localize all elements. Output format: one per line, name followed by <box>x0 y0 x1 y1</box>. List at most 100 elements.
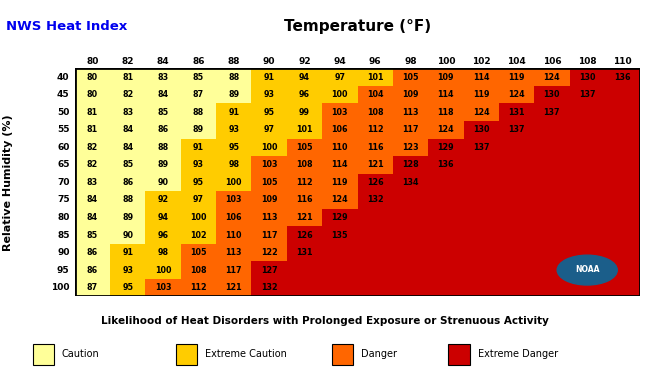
Text: 88: 88 <box>193 108 204 117</box>
Bar <box>110 244 146 261</box>
Text: 121: 121 <box>367 160 384 169</box>
Bar <box>499 279 534 296</box>
Bar <box>75 174 110 191</box>
Bar <box>181 226 216 244</box>
Text: 109: 109 <box>437 73 454 82</box>
Bar <box>393 174 428 191</box>
Bar <box>605 68 640 86</box>
Bar <box>252 121 287 139</box>
Bar <box>428 209 463 226</box>
Bar <box>75 139 110 156</box>
Text: 100: 100 <box>155 266 172 275</box>
Text: 93: 93 <box>228 125 239 134</box>
Text: 90: 90 <box>122 231 133 239</box>
Text: 82: 82 <box>122 90 133 99</box>
Text: 114: 114 <box>473 73 489 82</box>
Bar <box>287 209 322 226</box>
Text: 103: 103 <box>226 195 242 204</box>
Bar <box>181 174 216 191</box>
Bar <box>181 68 216 86</box>
Bar <box>569 191 605 209</box>
Bar <box>287 139 322 156</box>
Text: 131: 131 <box>508 108 525 117</box>
Text: 95: 95 <box>264 108 275 117</box>
Bar <box>75 68 110 86</box>
Bar <box>569 209 605 226</box>
Bar <box>358 209 393 226</box>
Text: 102: 102 <box>190 231 207 239</box>
Bar <box>358 139 393 156</box>
Bar <box>534 226 569 244</box>
Text: 136: 136 <box>437 160 454 169</box>
Bar <box>428 279 463 296</box>
Text: 86: 86 <box>87 248 98 257</box>
Bar <box>393 226 428 244</box>
Text: 102: 102 <box>472 57 491 66</box>
Text: 124: 124 <box>508 90 525 99</box>
Text: 124: 124 <box>332 195 348 204</box>
Bar <box>322 244 358 261</box>
Bar <box>75 156 110 174</box>
Bar <box>322 209 358 226</box>
Text: 105: 105 <box>296 143 313 152</box>
Text: 129: 129 <box>437 143 454 152</box>
Bar <box>605 103 640 121</box>
Text: 92: 92 <box>157 195 168 204</box>
Text: 137: 137 <box>543 108 560 117</box>
Bar <box>428 103 463 121</box>
Bar <box>75 279 110 296</box>
Bar <box>110 121 146 139</box>
Text: 94: 94 <box>299 73 310 82</box>
Bar <box>75 244 110 261</box>
Bar <box>322 261 358 279</box>
Bar <box>428 68 463 86</box>
Text: 80: 80 <box>87 90 98 99</box>
Bar <box>252 209 287 226</box>
Text: 106: 106 <box>543 57 561 66</box>
Bar <box>181 139 216 156</box>
Text: 114: 114 <box>332 160 348 169</box>
Text: 128: 128 <box>402 160 419 169</box>
Bar <box>146 261 181 279</box>
Text: 98: 98 <box>157 248 168 257</box>
Text: 45: 45 <box>57 90 70 99</box>
Bar <box>252 156 287 174</box>
Bar <box>499 244 534 261</box>
Text: 60: 60 <box>57 143 70 152</box>
Bar <box>605 244 640 261</box>
Text: 85: 85 <box>122 160 133 169</box>
Bar <box>569 279 605 296</box>
Bar <box>322 174 358 191</box>
Bar <box>605 261 640 279</box>
Bar <box>75 209 110 226</box>
Text: 84: 84 <box>157 57 170 66</box>
Bar <box>322 191 358 209</box>
Text: 90: 90 <box>263 57 276 66</box>
Text: 134: 134 <box>402 178 419 187</box>
Text: 127: 127 <box>261 266 278 275</box>
Bar <box>287 86 322 103</box>
Text: 80: 80 <box>87 73 98 82</box>
Text: 122: 122 <box>261 248 278 257</box>
Bar <box>463 174 499 191</box>
Text: 104: 104 <box>507 57 526 66</box>
Bar <box>110 86 146 103</box>
Text: 96: 96 <box>157 231 168 239</box>
Text: NWS Heat Index: NWS Heat Index <box>6 20 128 33</box>
Text: 87: 87 <box>87 283 98 292</box>
Text: 86: 86 <box>122 178 133 187</box>
Text: 98: 98 <box>228 160 239 169</box>
Bar <box>605 86 640 103</box>
Bar <box>146 244 181 261</box>
Bar <box>287 279 322 296</box>
Text: 94: 94 <box>333 57 346 66</box>
Text: 123: 123 <box>402 143 419 152</box>
Bar <box>499 261 534 279</box>
Text: Extreme Danger: Extreme Danger <box>478 349 558 359</box>
Text: 98: 98 <box>404 57 417 66</box>
Bar <box>428 226 463 244</box>
Text: 101: 101 <box>296 125 313 134</box>
Bar <box>322 86 358 103</box>
Text: 100: 100 <box>261 143 278 152</box>
Bar <box>605 174 640 191</box>
